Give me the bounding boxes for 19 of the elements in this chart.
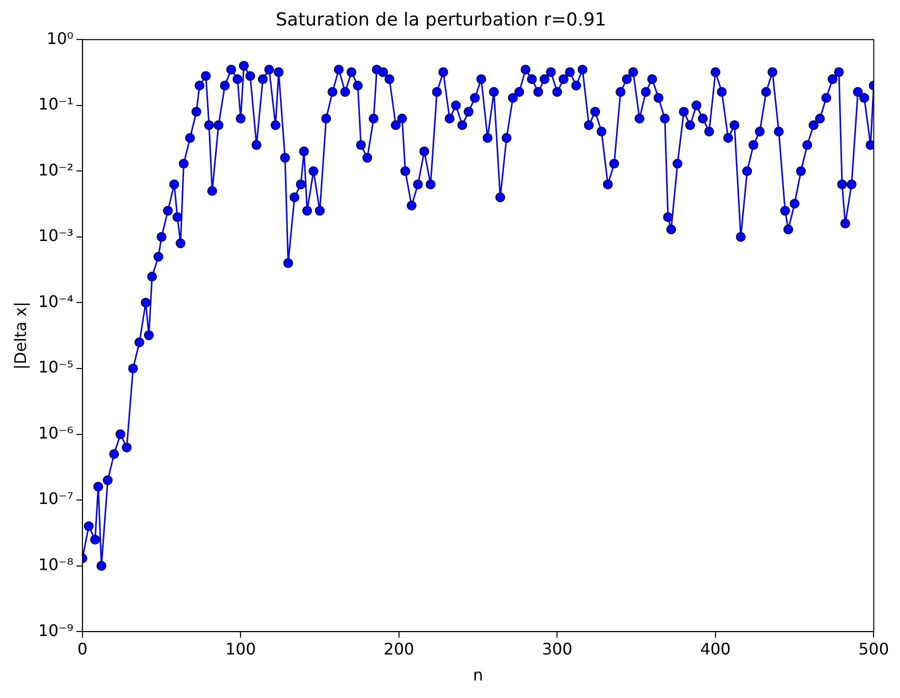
y-tick-label: 10⁻³ bbox=[38, 226, 74, 246]
x-axis-title: n bbox=[473, 666, 484, 685]
y-tick-label: 10⁰ bbox=[46, 28, 74, 48]
y-tick-label: 10⁻⁹ bbox=[38, 620, 74, 640]
y-tick-label: 10⁻² bbox=[38, 160, 74, 180]
y-tick-label: 10⁻⁴ bbox=[38, 292, 74, 311]
y-tick-label: 10⁻⁸ bbox=[38, 554, 74, 574]
x-tick-label: 400 bbox=[700, 639, 731, 658]
x-tick-label: 100 bbox=[225, 639, 256, 658]
x-tick-label: 0 bbox=[77, 639, 88, 658]
y-tick-label: 10⁻¹ bbox=[38, 94, 74, 114]
y-axis-title: |Delta x| bbox=[10, 302, 30, 370]
x-tick-label: 200 bbox=[384, 639, 414, 658]
chart-title: Saturation de la perturbation r=0.91 bbox=[276, 9, 606, 30]
y-tick-label: 10⁻⁶ bbox=[38, 423, 74, 442]
x-tick-label: 300 bbox=[542, 639, 572, 658]
y-tick-label: 10⁻⁵ bbox=[38, 358, 74, 377]
y-tick-label: 10⁻⁷ bbox=[38, 489, 74, 508]
x-tick-label: 500 bbox=[858, 639, 890, 658]
